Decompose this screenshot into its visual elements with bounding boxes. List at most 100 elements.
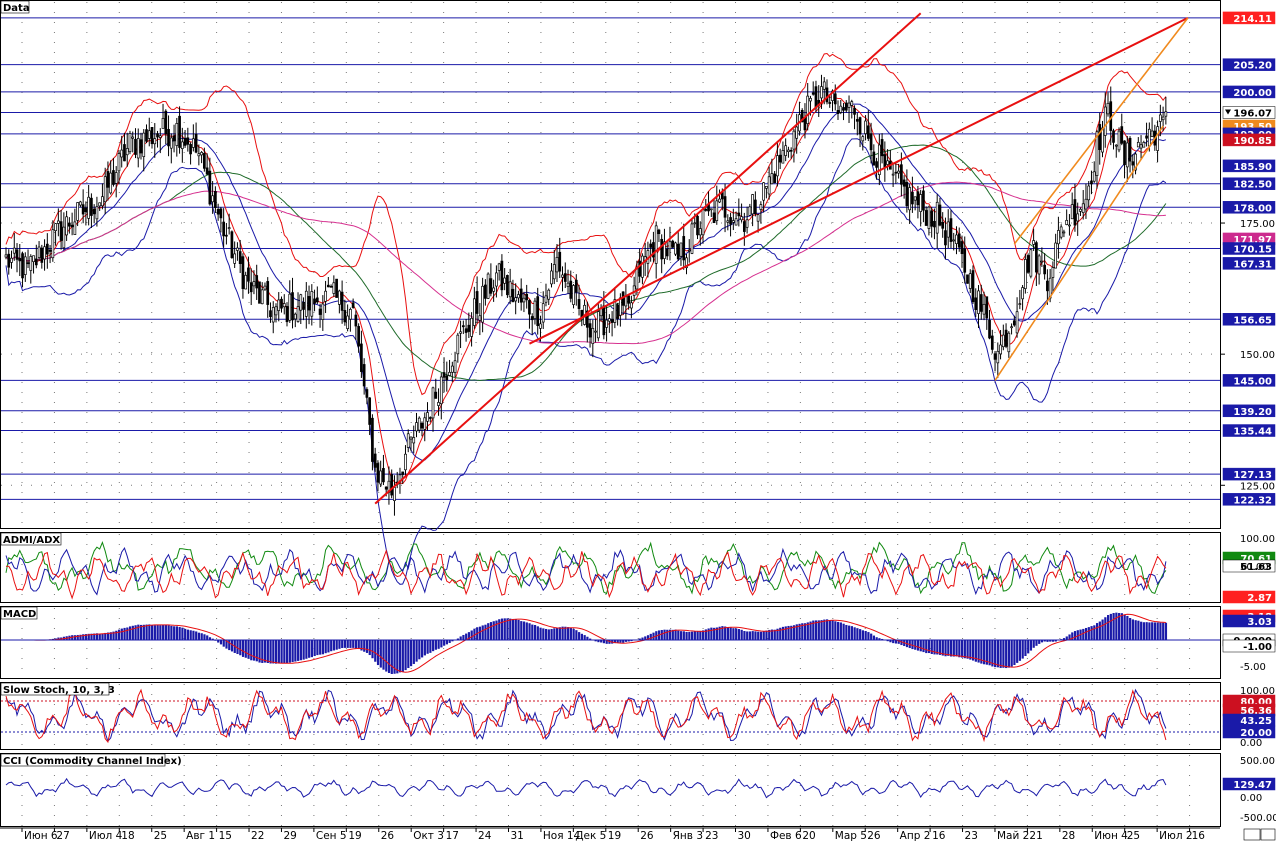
date-label: Сен 5 xyxy=(316,830,347,842)
candle-body xyxy=(1134,153,1137,171)
candle-body xyxy=(1032,240,1035,245)
macd-bar xyxy=(1024,640,1027,656)
macd-bar xyxy=(1142,622,1146,640)
candle-body xyxy=(511,288,515,303)
adx-indicator xyxy=(5,541,1167,600)
macd-bar xyxy=(495,620,498,640)
macd-bar xyxy=(817,620,820,640)
macd-bar xyxy=(674,629,677,640)
candle-body xyxy=(1117,130,1121,151)
candle-body xyxy=(955,234,958,244)
macd-bar xyxy=(374,640,377,662)
macd-bar xyxy=(842,623,845,640)
macd-bar xyxy=(776,628,779,640)
candle-body xyxy=(624,296,628,307)
candle-body xyxy=(186,137,190,145)
candle-body xyxy=(773,173,776,184)
candle-body xyxy=(489,278,493,294)
candle-body xyxy=(37,246,41,258)
candle-body xyxy=(1010,326,1013,329)
candle-body xyxy=(784,145,788,156)
macd-bar xyxy=(908,640,911,649)
date-label: 21 xyxy=(1029,830,1042,842)
macd-bar xyxy=(773,629,776,640)
macd-bar xyxy=(743,631,746,640)
macd-bar xyxy=(448,640,451,643)
candle-body xyxy=(1051,267,1055,278)
macd-bar xyxy=(352,640,355,648)
macd-bar xyxy=(1018,640,1022,661)
macd-bar xyxy=(396,640,399,674)
candle-body xyxy=(908,187,911,211)
macd-bar xyxy=(503,618,506,640)
candle-body xyxy=(880,139,884,157)
macd-bar xyxy=(531,624,534,640)
macd-bar xyxy=(1137,620,1140,640)
candle-body xyxy=(495,272,498,287)
macd-bar xyxy=(117,629,121,640)
cci-value-label-box xyxy=(1222,777,1276,791)
price-level-label: 145.00 xyxy=(1233,376,1272,387)
macd-bar xyxy=(1109,613,1112,640)
macd-bar xyxy=(542,628,545,640)
candle-body xyxy=(1106,102,1110,115)
macd-bar xyxy=(690,631,694,640)
price-level-label-box xyxy=(1222,159,1276,173)
macd-bar xyxy=(407,640,410,669)
macd-bar xyxy=(1162,622,1165,640)
candle-body xyxy=(178,115,181,148)
macd-bar xyxy=(872,635,876,640)
candle-body xyxy=(737,212,741,217)
stoch-tick-label: 100.00 xyxy=(1240,686,1275,697)
cci-tick-label: -500.00 xyxy=(1240,813,1276,824)
candle-body xyxy=(665,248,669,257)
candle-body xyxy=(269,310,272,318)
macd-bar xyxy=(520,621,523,640)
candle-body xyxy=(968,273,972,289)
price-level-label-box xyxy=(1222,257,1276,270)
candle-body xyxy=(103,176,107,203)
candle-body xyxy=(230,231,234,258)
candle-body xyxy=(189,144,192,155)
candle-body xyxy=(668,241,672,250)
candle-body xyxy=(547,289,551,300)
candle-body xyxy=(280,298,283,309)
macd-bar xyxy=(1112,613,1115,640)
macd-bar xyxy=(666,629,669,640)
candle-body xyxy=(687,249,691,252)
macd-bar xyxy=(732,628,735,640)
candle-body xyxy=(778,154,782,163)
macd-bar xyxy=(1046,640,1049,642)
macd-bar xyxy=(999,640,1002,668)
date-label: Апр 2 xyxy=(900,830,931,842)
macd-value-label-box xyxy=(1222,639,1276,653)
candle-body xyxy=(1123,140,1126,166)
candle-body xyxy=(169,137,173,149)
adx-value-label-box xyxy=(1222,590,1276,604)
candle-body xyxy=(641,255,644,278)
price-level-label: 122.32 xyxy=(1233,495,1272,506)
candle-body xyxy=(977,290,980,314)
macd-bar xyxy=(870,633,873,640)
candle-body xyxy=(541,303,545,323)
candle-body xyxy=(886,160,889,165)
macd-bar xyxy=(567,627,570,640)
candle-body xyxy=(203,153,206,169)
macd-bar xyxy=(360,640,363,651)
price-level-label: 193.50 xyxy=(1233,122,1272,133)
candle-body xyxy=(497,263,501,271)
candle-body xyxy=(161,118,165,129)
cci-tick-label: 500.00 xyxy=(1240,756,1275,767)
candle-body xyxy=(384,486,388,490)
candle-body xyxy=(197,153,201,157)
date-label: 20 xyxy=(802,830,815,842)
candle-body xyxy=(765,186,768,189)
candle-body xyxy=(855,119,859,122)
macd-bar xyxy=(702,630,705,640)
macd-bar xyxy=(787,625,790,640)
candle-body xyxy=(296,306,300,322)
macd-bar xyxy=(437,640,440,649)
macd-bar xyxy=(985,640,988,665)
candle-body xyxy=(117,153,121,172)
macd-bar xyxy=(539,627,542,640)
